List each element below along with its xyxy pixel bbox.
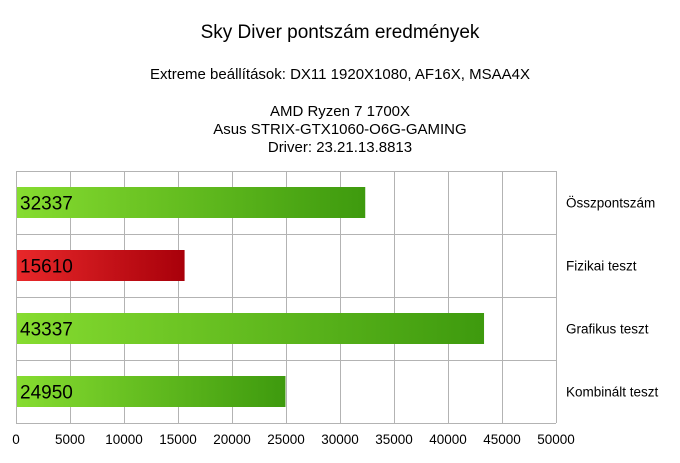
system-line-gpu: Asus STRIX-GTX1060-O6G-GAMING — [213, 121, 466, 138]
category-label-2: Grafikus teszt — [566, 322, 649, 337]
x-tick-label-7: 35000 — [375, 432, 413, 447]
system-line-cpu: AMD Ryzen 7 1700X — [270, 103, 410, 120]
category-label-1: Fizikai teszt — [566, 259, 637, 274]
x-tick-label-5: 25000 — [267, 432, 305, 447]
value-label-1: 15610 — [20, 257, 73, 278]
x-axis-tick-labels: 0 5000 10000 15000 20000 25000 30000 35000 40000… — [12, 432, 575, 447]
bar-1 — [17, 250, 185, 281]
x-tick-label-3: 15000 — [159, 432, 197, 447]
value-label-3: 24950 — [20, 383, 73, 404]
x-tick-label-4: 20000 — [213, 432, 251, 447]
chart-title: Sky Diver pontszám eredmények — [201, 22, 480, 43]
bar-3 — [17, 376, 286, 407]
x-tick-label-8: 40000 — [429, 432, 467, 447]
bar-2 — [17, 313, 485, 344]
system-line-driver: Driver: 23.21.13.8813 — [268, 139, 412, 156]
bars — [17, 187, 485, 407]
x-tick-label-1: 5000 — [55, 432, 85, 447]
x-tick-label-2: 10000 — [105, 432, 143, 447]
value-label-2: 43337 — [20, 320, 73, 341]
category-labels: Összpontszám Fizikai teszt Grafikus teszt K… — [566, 196, 659, 400]
value-label-0: 32337 — [20, 194, 73, 215]
category-label-3: Kombinált teszt — [566, 385, 659, 400]
x-tick-label-10: 50000 — [537, 432, 575, 447]
chart-subtitle: Extreme beállítások: DX11 1920X1080, AF1… — [150, 66, 530, 83]
value-labels: 32337 15610 43337 24950 — [20, 194, 73, 404]
bar-0 — [17, 187, 366, 218]
category-label-0: Összpontszám — [566, 196, 655, 211]
x-tick-label-0: 0 — [12, 432, 20, 447]
x-tick-label-9: 45000 — [483, 432, 521, 447]
x-tick-label-6: 30000 — [321, 432, 359, 447]
